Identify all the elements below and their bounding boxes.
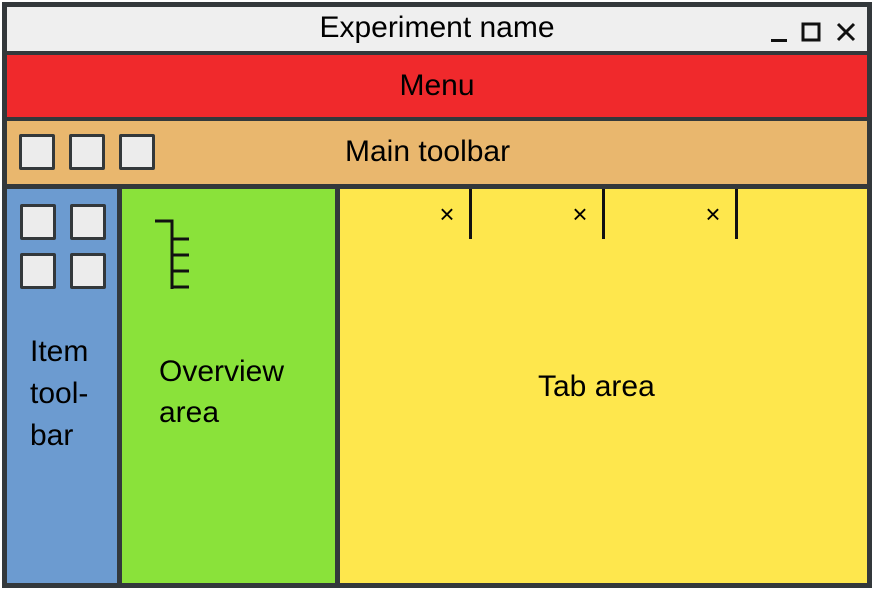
tab-area[interactable]: × × × Tab area bbox=[335, 184, 872, 588]
tab-area-label: Tab area bbox=[538, 370, 655, 403]
item-toolbar-label-line: tool- bbox=[30, 377, 89, 410]
tab-separator bbox=[469, 189, 472, 239]
menu-bar[interactable]: Menu bbox=[2, 52, 872, 120]
overview-label-line: Overview bbox=[159, 355, 285, 388]
item-toolbar-button[interactable] bbox=[20, 253, 56, 289]
item-toolbar-label: Item tool- bar bbox=[30, 331, 110, 457]
item-toolbar-label-line: Item bbox=[30, 335, 89, 368]
tab-separator bbox=[735, 189, 738, 239]
minimize-icon[interactable] bbox=[767, 19, 793, 45]
item-toolbar-label-line: bar bbox=[30, 419, 74, 452]
tree-icon bbox=[155, 219, 189, 289]
item-toolbar-button[interactable] bbox=[20, 204, 56, 240]
overview-label: Overview area bbox=[159, 351, 319, 433]
tab-close-icon[interactable]: × bbox=[439, 199, 455, 229]
overview-area[interactable]: Overview area bbox=[117, 184, 340, 588]
main-toolbar-button[interactable] bbox=[19, 134, 55, 170]
close-icon[interactable] bbox=[833, 19, 859, 45]
tab-close-icon[interactable]: × bbox=[572, 199, 588, 229]
item-toolbar-button[interactable] bbox=[70, 253, 106, 289]
main-toolbar: Main toolbar bbox=[2, 118, 872, 188]
window-title: Experiment name bbox=[319, 11, 555, 44]
item-toolbar: Item tool- bar bbox=[2, 184, 122, 588]
title-bar: Experiment name bbox=[2, 2, 872, 54]
maximize-icon[interactable] bbox=[799, 19, 825, 45]
main-toolbar-button[interactable] bbox=[69, 134, 105, 170]
tab-separator bbox=[602, 189, 605, 239]
tab-close-icon[interactable]: × bbox=[705, 199, 721, 229]
overview-label-line: area bbox=[159, 396, 220, 429]
item-toolbar-button[interactable] bbox=[70, 204, 106, 240]
main-toolbar-button[interactable] bbox=[119, 134, 155, 170]
menu-label: Menu bbox=[399, 69, 475, 102]
main-toolbar-label: Main toolbar bbox=[345, 135, 511, 168]
